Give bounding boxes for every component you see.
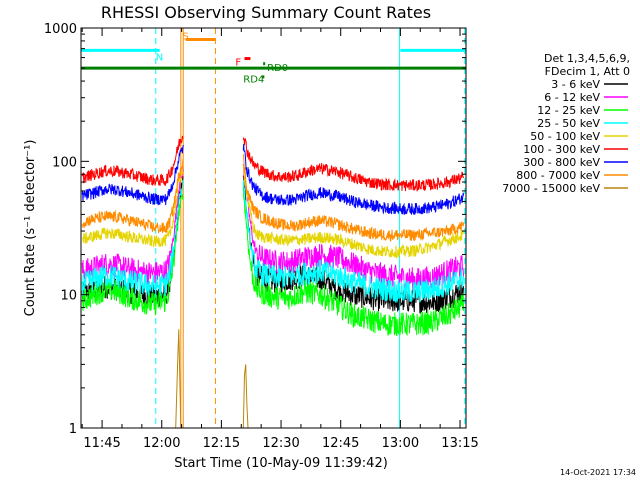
y-tick-label-0: 1 [69,422,77,437]
x-axis-label: Start Time (10-May-09 11:39:42) [174,456,388,471]
x-tick-label-1: 12:00 [143,436,180,451]
series-line-7 [81,154,465,242]
legend-label-2: 12 - 25 keV [537,104,600,117]
legend-label-5: 100 - 300 keV [523,143,600,156]
x-tick-label-4: 12:45 [322,436,359,451]
x-tick-label-6: 13:15 [441,436,478,451]
series-line-5 [81,135,465,192]
legend-label-4: 50 - 100 keV [530,130,600,143]
y-tick-label-1: 10 [60,289,77,304]
y-tick-label-2: 100 [52,155,77,170]
timestamp: 14-Oct-2021 17:34 [560,468,636,477]
legend-label-6: 300 - 800 keV [523,156,600,169]
y-tick-label-3: 1000 [44,22,77,37]
chart-title: RHESSI Observing Summary Count Rates [101,3,431,22]
annotation-label-3: RD0 [267,63,288,74]
legend-label-1: 6 - 12 keV [544,91,600,104]
annotation-label-1: S [182,31,188,42]
legend-header-0: Det 1,3,4,5,6,9, [544,52,630,65]
annotation-label-2: F [235,58,241,69]
plot-frame [80,27,467,429]
series-line-6 [81,143,465,216]
axis-ticks: 11:45 12:00 12:15 12:30 12:45 13:00 13:15 1 10 10… [44,22,479,451]
y-axis-label: Count Rate (s⁻¹ detector⁻¹) [23,140,38,317]
annotation-label-4: RD4 [243,75,264,86]
legend-label-8: 7000 - 15000 keV [502,182,600,195]
series-line-4 [81,162,464,260]
annotation-label-0: N [156,53,163,64]
legend-header-1: FDecim 1, Att 0 [545,65,630,78]
series-line-3 [81,179,465,303]
legend-label-7: 800 - 7000 keV [516,169,600,182]
series-line-1 [81,163,465,291]
vertical-markers [80,28,466,428]
legend-label-0: 3 - 6 keV [551,78,600,91]
x-tick-label-2: 12:15 [203,436,240,451]
legend-label-3: 25 - 50 keV [537,117,600,130]
series-line-8 [175,329,249,428]
x-tick-label-0: 11:45 [83,436,120,451]
series-lines [81,135,465,428]
x-tick-label-3: 12:30 [262,436,299,451]
x-tick-label-5: 13:00 [382,436,419,451]
legend: Det 1,3,4,5,6,9,FDecim 1, Att 03 - 6 keV… [502,52,630,195]
